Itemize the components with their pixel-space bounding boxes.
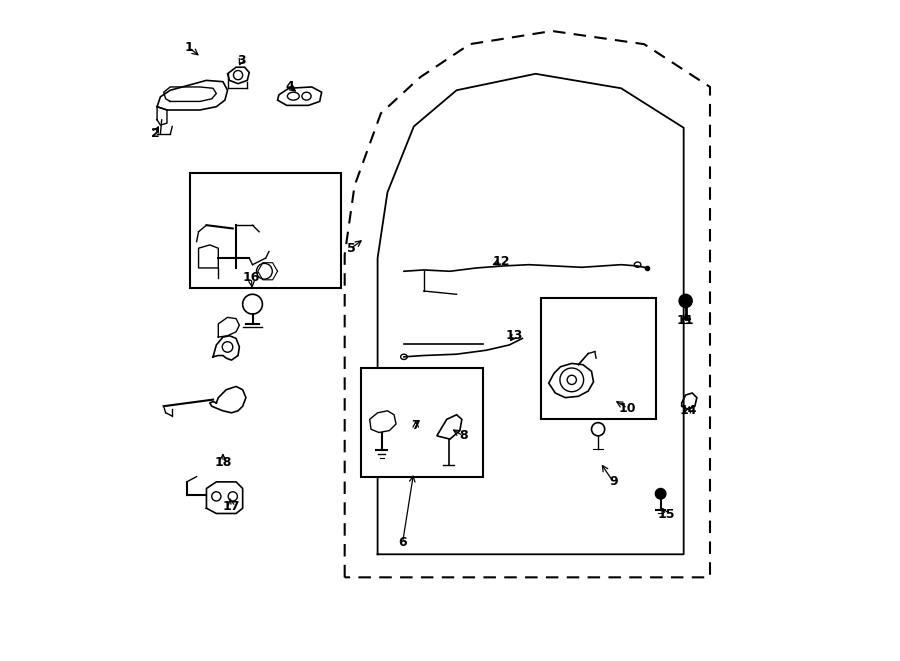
Text: 16: 16 xyxy=(242,272,260,284)
Text: 10: 10 xyxy=(619,402,636,414)
Text: 11: 11 xyxy=(677,314,695,327)
Text: 7: 7 xyxy=(411,420,420,432)
Circle shape xyxy=(655,488,666,499)
Text: 3: 3 xyxy=(237,54,246,67)
Bar xyxy=(361,368,483,477)
Text: 6: 6 xyxy=(399,536,407,549)
Text: 17: 17 xyxy=(222,500,240,514)
Text: 12: 12 xyxy=(492,255,510,268)
Text: 9: 9 xyxy=(609,475,617,488)
Text: 2: 2 xyxy=(150,126,159,139)
Text: 15: 15 xyxy=(657,508,675,522)
Circle shape xyxy=(680,294,692,307)
Text: 14: 14 xyxy=(680,405,697,417)
Bar xyxy=(541,297,656,419)
Text: 5: 5 xyxy=(346,242,356,254)
Bar xyxy=(190,173,341,288)
Text: 1: 1 xyxy=(184,41,194,54)
Text: 13: 13 xyxy=(506,329,523,342)
Text: 8: 8 xyxy=(459,429,467,442)
Text: 18: 18 xyxy=(214,455,231,469)
Text: 4: 4 xyxy=(285,81,294,93)
